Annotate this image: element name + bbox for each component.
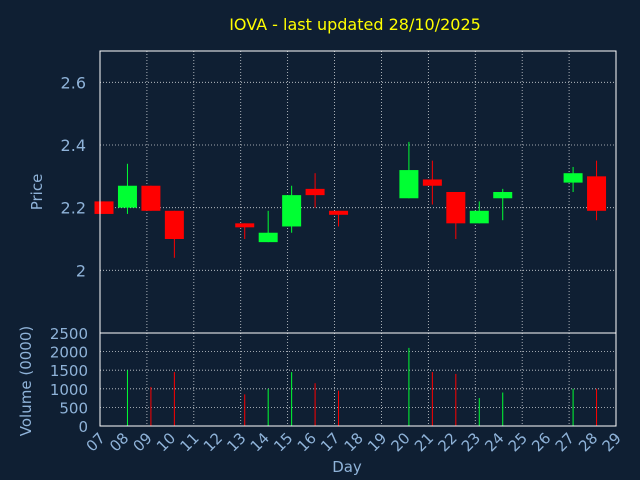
candle-body (587, 176, 607, 211)
x-tick-label: 10 (153, 429, 179, 455)
x-tick-label: 17 (317, 429, 343, 455)
chart-title: IOVA - last updated 28/10/2025 (229, 15, 481, 34)
price-tick-label: 2 (76, 261, 86, 280)
candle-body (94, 201, 114, 214)
x-tick-label: 24 (481, 429, 507, 455)
x-tick-label: 16 (294, 429, 320, 455)
x-tick-label: 27 (552, 429, 578, 455)
candle-body (422, 179, 442, 186)
x-tick-label: 19 (364, 429, 390, 455)
x-tick-label: 28 (575, 429, 601, 455)
x-tick-label: 13 (223, 429, 249, 455)
x-tick-label: 15 (270, 429, 296, 455)
price-tick-label: 2.2 (61, 199, 86, 218)
volume-tick-label: 0 (78, 418, 88, 436)
x-tick-label: 29 (599, 429, 625, 455)
volume-tick-label: 1500 (50, 362, 88, 380)
volume-tick-label: 2500 (50, 325, 88, 343)
candle-body (563, 173, 583, 183)
volume-tick-label: 2000 (50, 344, 88, 362)
x-tick-label: 09 (130, 429, 156, 455)
x-tick-label: 25 (505, 429, 531, 455)
x-tick-label: 12 (200, 429, 226, 455)
x-tick-label: 20 (388, 429, 414, 455)
candle-body (117, 185, 137, 208)
x-tick-label: 26 (528, 429, 554, 455)
volume-panel-frame (99, 332, 617, 427)
x-tick-label: 08 (106, 429, 132, 455)
candle-body (141, 185, 161, 211)
x-tick-label: 11 (176, 429, 202, 455)
candle-body (258, 232, 278, 243)
x-tick-label: 14 (247, 429, 273, 455)
price-panel-frame (99, 50, 617, 334)
candle-body (446, 192, 466, 224)
candle-body (399, 170, 419, 199)
x-tick-label: 18 (341, 429, 367, 455)
x-tick-label: 23 (458, 429, 484, 455)
candle-body (305, 188, 325, 196)
candle-body (164, 210, 184, 239)
x-tick-label: 21 (411, 429, 437, 455)
volume-tick-label: 500 (59, 399, 88, 417)
candle-body (493, 192, 513, 199)
x-axis-label: Day (332, 458, 362, 476)
candle-body (235, 223, 255, 228)
price-tick-label: 2.4 (61, 136, 86, 155)
candle-body (329, 210, 349, 215)
candle-body (469, 210, 489, 224)
volume-axis-label: Volume (0000) (17, 326, 35, 436)
candle-body (282, 195, 302, 227)
price-tick-label: 2.6 (61, 73, 86, 92)
x-tick-label: 22 (434, 429, 460, 455)
price-axis-label: Price (28, 174, 46, 211)
volume-tick-label: 1000 (50, 381, 88, 399)
